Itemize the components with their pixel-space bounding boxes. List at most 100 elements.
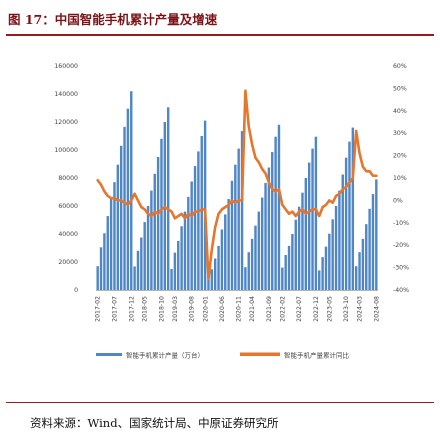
bar	[106, 216, 109, 290]
bar	[321, 257, 324, 290]
left-tick-label: 0	[74, 287, 78, 294]
bar	[314, 136, 318, 290]
bar	[365, 224, 368, 290]
bar	[297, 206, 301, 290]
bar	[250, 238, 254, 290]
x-tick-label: 2024-03	[357, 296, 364, 322]
x-tick-label: 2021-09	[266, 296, 273, 322]
bar	[304, 178, 308, 290]
growth-line	[96, 89, 378, 281]
legend-line-label: 智能手机产量累计同比	[284, 351, 350, 360]
bar	[307, 162, 311, 290]
source-note: 资料来源：Wind、国家统计局、中原证券研究所	[30, 416, 279, 430]
left-tick-label: 160000	[54, 63, 78, 70]
bar	[197, 151, 200, 290]
x-tick-label: 2022-07	[296, 296, 303, 322]
bar	[368, 208, 371, 290]
x-tick-label: 2020-01	[203, 296, 210, 322]
bar	[224, 214, 227, 290]
bar	[294, 219, 297, 290]
x-tick-label: 2020-11	[236, 296, 243, 322]
bar	[348, 141, 351, 290]
x-tick-label: 2023-05	[326, 296, 333, 322]
bar	[116, 164, 120, 290]
bar	[351, 127, 355, 290]
right-tick-label: -10%	[393, 220, 409, 227]
bar	[190, 181, 193, 290]
bar	[328, 233, 331, 290]
bar	[153, 173, 156, 290]
legend-bar-label: 智能手机累计产量（万台）	[126, 351, 204, 360]
right-tick-label: 0%	[393, 197, 403, 204]
bar	[267, 167, 271, 290]
bar	[96, 266, 99, 290]
bar	[331, 219, 334, 290]
x-tick-label: 2019-08	[189, 296, 196, 322]
bar	[338, 190, 341, 290]
bar	[140, 237, 143, 290]
left-tick-label: 80000	[58, 175, 78, 182]
x-tick-label: 2017-07	[111, 296, 118, 322]
bar	[244, 267, 247, 290]
bar	[180, 226, 183, 290]
left-tick-label: 20000	[58, 259, 78, 266]
left-y-axis: 160000 140000 120000 100000 80000 60000 40000 2…	[54, 63, 78, 294]
bar-series	[96, 91, 378, 291]
bar	[123, 126, 126, 291]
bar	[217, 245, 220, 290]
bar	[150, 190, 153, 290]
right-tick-label: -20%	[393, 242, 409, 249]
bar	[146, 206, 150, 290]
bar	[240, 131, 244, 290]
bar	[99, 247, 103, 290]
bar	[170, 269, 173, 290]
bar	[227, 199, 230, 290]
x-tick-label: 2018-10	[158, 296, 165, 322]
x-tick-label: 2024-08	[373, 296, 380, 322]
bar	[341, 174, 344, 290]
bar	[354, 266, 358, 290]
bar	[133, 266, 136, 290]
bar	[203, 120, 207, 290]
left-tick-label: 120000	[54, 119, 78, 126]
legend: 智能手机累计产量（万台） 智能手机产量累计同比	[96, 351, 350, 360]
right-tick-label: 10%	[393, 175, 407, 182]
bar	[344, 157, 348, 290]
bar	[173, 252, 177, 290]
line-series	[96, 89, 378, 281]
bar	[143, 222, 146, 290]
bar	[136, 250, 140, 290]
bar	[318, 270, 321, 290]
bar	[130, 91, 133, 290]
bar	[119, 145, 123, 290]
bar	[291, 234, 294, 290]
bar	[301, 192, 304, 290]
bar	[230, 180, 234, 290]
x-tick-label: 2018-05	[142, 296, 149, 322]
bar	[274, 136, 277, 290]
right-tick-label: 40%	[393, 108, 407, 115]
title-rule	[6, 34, 434, 36]
x-tick-label: 2020-06	[219, 296, 226, 322]
bar	[375, 179, 378, 290]
x-tick-label: 2017-02	[95, 296, 102, 322]
bar	[361, 238, 365, 290]
bar	[200, 136, 203, 290]
bar	[371, 194, 375, 290]
right-tick-label: 30%	[393, 130, 407, 137]
x-tick-label: 2017-12	[128, 296, 135, 322]
bar	[358, 252, 361, 290]
x-tick-label: 2021-04	[249, 296, 256, 322]
right-tick-label: 20%	[393, 153, 407, 160]
bar	[103, 233, 106, 290]
bar	[264, 182, 267, 290]
bar	[183, 211, 187, 290]
bar	[126, 108, 130, 290]
bar	[177, 241, 180, 290]
bar	[271, 152, 274, 290]
bar	[324, 246, 328, 290]
x-tick-label: 2022-02	[279, 296, 286, 322]
legend-bar-swatch	[96, 353, 122, 356]
left-tick-label: 60000	[58, 203, 78, 210]
